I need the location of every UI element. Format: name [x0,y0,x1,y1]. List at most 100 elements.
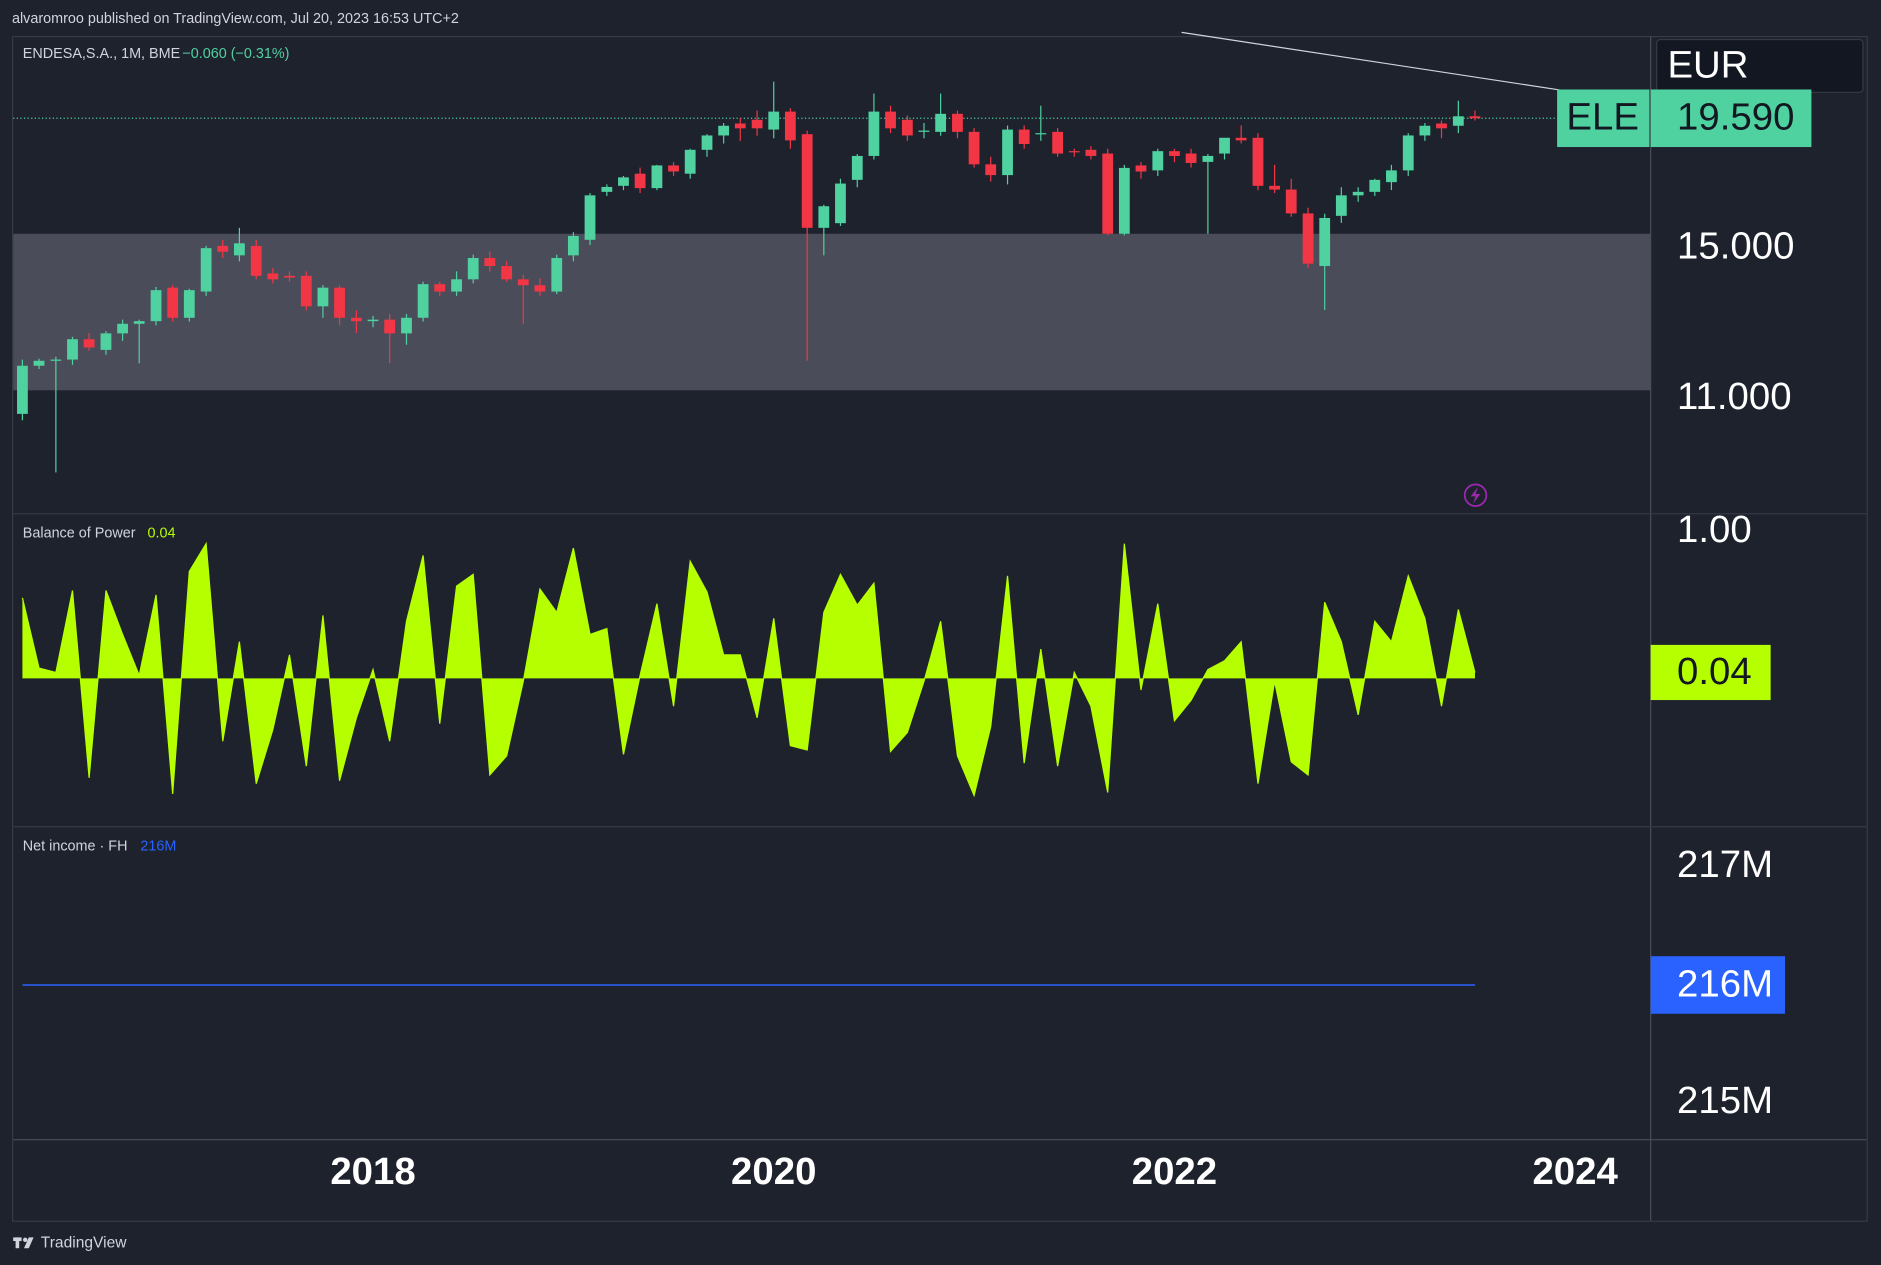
candle-body [1319,217,1331,266]
candle-body [1402,135,1414,171]
legend-value: 0.04 [148,525,176,541]
candle-body [751,119,763,129]
currency-label: EUR [1667,43,1748,86]
trend-line-drawing [1181,31,1560,91]
candle-body [1035,133,1047,135]
candle-body [918,130,930,132]
candle-body [1285,189,1297,214]
y-tick-label: 215M [1677,1079,1773,1122]
candle-body [167,287,179,318]
y-tick-label: 217M [1677,843,1773,886]
candle-body [1252,137,1264,186]
candle-body [1469,116,1481,119]
candle-body [784,111,796,141]
candle-body [1436,123,1447,129]
candle-body [417,284,429,318]
candle-body [133,321,145,324]
candle-body [1068,151,1080,153]
candle-body [634,173,646,189]
candle-body [300,275,312,307]
candle-body [434,284,446,292]
candle-body [1419,125,1431,136]
candle-body [818,206,830,228]
candle-body [601,186,613,192]
candle-body [1269,185,1281,190]
candle-body [334,287,345,318]
symbol-label: ELE [1566,96,1639,139]
candle-body [1352,191,1364,196]
candle-body [534,285,546,292]
x-tick-label: 2020 [731,1150,816,1193]
candle-body [551,257,563,292]
candle-body [1002,129,1013,176]
candle-body [1085,149,1097,156]
symbol-label-box [1557,89,1650,148]
candle-body [985,164,997,176]
candle-body [651,165,663,189]
candle-body [835,183,846,224]
y-tick-label: 11.000 [1677,375,1792,418]
alert-icon[interactable] [1463,483,1488,507]
candle-body [567,235,579,256]
plot-layer [13,81,1651,986]
legend-value: 216M [140,838,176,854]
y-tick-label: 15.000 [1677,224,1794,267]
footer-logo [13,1237,34,1249]
header-text: alvaromroo published on TradingView.com,… [12,11,459,27]
candle-body [1152,151,1164,171]
candle-body [1302,213,1314,264]
candle-body [233,243,245,256]
candle-body [451,279,462,292]
candle-body [484,257,496,266]
candle-body [317,287,329,307]
candle-body [851,155,863,180]
candle-body [952,113,963,132]
last-value-box [1650,956,1786,1014]
candle-body [618,177,629,186]
candle-body [83,339,95,348]
candle-body [1452,116,1464,126]
last-price-label: 19.590 [1677,96,1794,139]
candle-body [968,131,980,165]
x-tick-label: 2022 [1132,1150,1217,1193]
candle-body [284,275,295,278]
candle-body [684,149,696,174]
candle-body [718,125,730,136]
candle-body [1219,137,1230,154]
candle-body [701,135,713,150]
candle-body [668,165,679,172]
candle-body [868,111,880,156]
candle-body [150,290,162,322]
candle-body [17,365,28,414]
candle-body [801,134,813,228]
candle-body [401,317,412,334]
candle-body [367,319,379,322]
legend-title: Balance of Power [23,525,136,541]
candle-body [734,123,746,129]
last-value-box [1650,644,1771,701]
candle-body [1118,167,1130,234]
candle-body [1369,179,1381,192]
candle-body [584,195,596,240]
candle-body [1185,153,1197,163]
legend-title: Net income · FH [23,838,128,854]
candle-body [117,323,128,334]
last-value-label: 0.04 [1677,650,1752,693]
candle-body [33,360,45,366]
candle-body [67,339,78,360]
candle-body [768,111,780,130]
last-value-label: 216M [1677,962,1773,1005]
candle-body [50,359,62,361]
candle-body [501,265,513,280]
candle-body [467,257,479,280]
candle-body [267,273,279,280]
last-price-box [1650,89,1812,148]
candle-body [1018,129,1030,145]
legend-title: ENDESA,S.A., 1M, BME [23,46,180,62]
area-line [21,541,1476,798]
candle-body [183,290,195,318]
x-tick-label: 2024 [1532,1150,1618,1193]
candle-body [200,248,212,292]
candle-body [1102,153,1114,234]
